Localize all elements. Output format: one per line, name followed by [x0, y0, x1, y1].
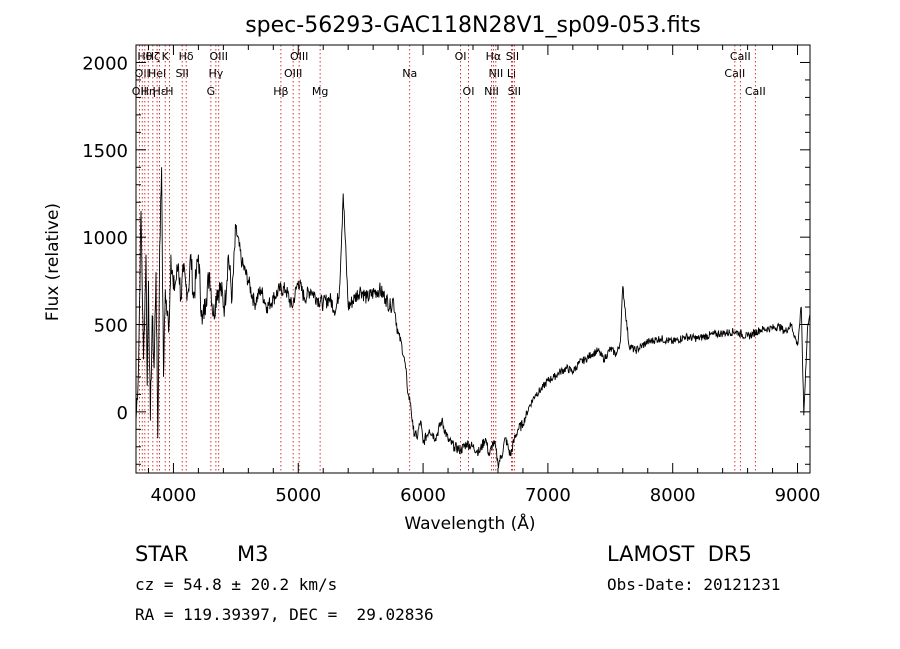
- object-subclass: M3: [237, 542, 269, 566]
- marker-label: SII: [508, 85, 521, 98]
- marker-label: Na: [402, 67, 417, 80]
- marker-label: Hη: [141, 85, 156, 98]
- marker-label: SII: [175, 67, 188, 80]
- x-tick-label: 7000: [525, 485, 571, 506]
- marker-label: K: [162, 50, 170, 63]
- marker-label: NII: [484, 85, 499, 98]
- marker-label: CaII: [730, 50, 751, 63]
- marker-label: OII: [135, 67, 150, 80]
- x-tick-label: 4000: [151, 485, 197, 506]
- marker-label: CaII: [745, 85, 766, 98]
- marker-label: NII: [488, 67, 503, 80]
- marker-label: Mg: [312, 85, 328, 98]
- redshift-text: cz = 54.8 ± 20.2 km/s: [135, 575, 338, 594]
- y-tick-label: 500: [94, 316, 128, 337]
- y-tick-label: 2000: [82, 53, 128, 74]
- marker-label: OIII: [284, 67, 302, 80]
- marker-label: OIII: [210, 50, 228, 63]
- line-markers: OIIOIIHθHηHζHeIHεKHSIIHδGHγOIIIHβOIIIOII…: [132, 45, 766, 473]
- marker-label: G: [207, 85, 216, 98]
- marker-label: OIII: [290, 50, 308, 63]
- marker-label: Hβ: [273, 85, 288, 98]
- marker-label: Hζ: [146, 50, 160, 63]
- marker-label: Hα: [486, 50, 502, 63]
- x-tick-label: 6000: [400, 485, 446, 506]
- spectrum-line: [135, 167, 811, 469]
- marker-label: OI: [463, 85, 475, 98]
- marker-label: OI: [455, 50, 467, 63]
- chart-title: spec-56293-GAC118N28V1_sp09-053.fits: [245, 13, 701, 38]
- marker-label: Hθ: [137, 50, 152, 63]
- obs-date: Obs-Date: 20121231: [607, 575, 781, 594]
- marker-label: SII: [506, 50, 519, 63]
- marker-label: Hε: [152, 85, 166, 98]
- marker-label: Hγ: [208, 67, 223, 80]
- axis-ticks: 4000 5000 6000 7000 8000 9000 0 500 1000 1500 2000: [82, 44, 821, 506]
- y-tick-label: 0: [117, 403, 128, 424]
- coordinates: RA = 119.39397, DEC = 29.02836: [135, 605, 434, 624]
- marker-label: Li: [507, 67, 516, 80]
- marker-label: HeI: [148, 67, 166, 80]
- marker-label: H: [165, 85, 173, 98]
- marker-label: Hδ: [179, 50, 194, 63]
- plot-frame: [135, 44, 811, 474]
- object-class: STAR: [135, 542, 189, 566]
- survey-name: LAMOST DR5: [607, 542, 752, 566]
- x-axis-label: Wavelength (Å): [404, 512, 535, 534]
- y-axis-label: Flux (relative): [43, 203, 63, 321]
- y-tick-label: 1000: [82, 228, 128, 249]
- x-tick-label: 8000: [650, 485, 696, 506]
- x-tick-label: 5000: [275, 485, 321, 506]
- y-tick-label: 1500: [82, 141, 128, 162]
- marker-label: CaII: [724, 67, 745, 80]
- spectrum-series: [135, 167, 811, 469]
- x-tick-label: 9000: [775, 485, 821, 506]
